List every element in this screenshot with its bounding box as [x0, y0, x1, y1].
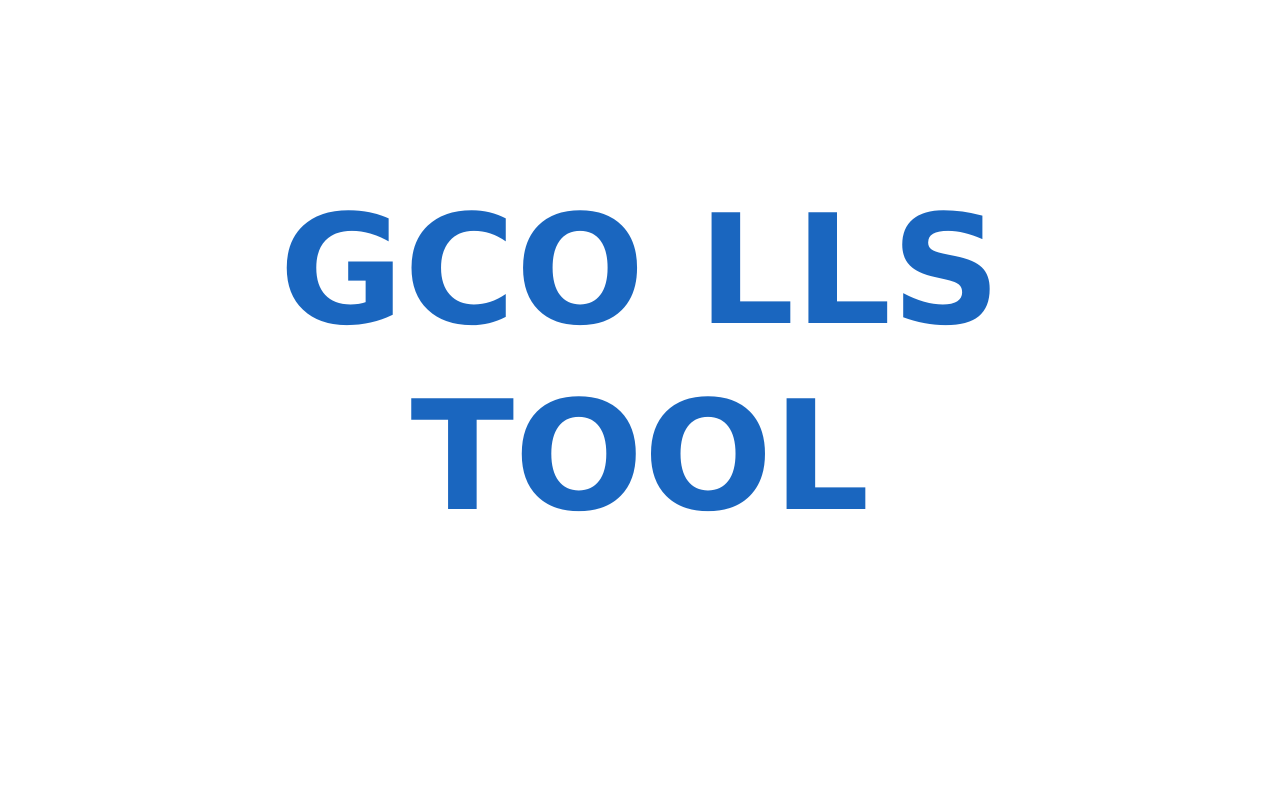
- app-title-line-1: GCO LLS: [279, 182, 1001, 359]
- app-title: GCO LLS TOOL: [0, 178, 1280, 550]
- app-title-line-2: TOOL: [410, 368, 870, 545]
